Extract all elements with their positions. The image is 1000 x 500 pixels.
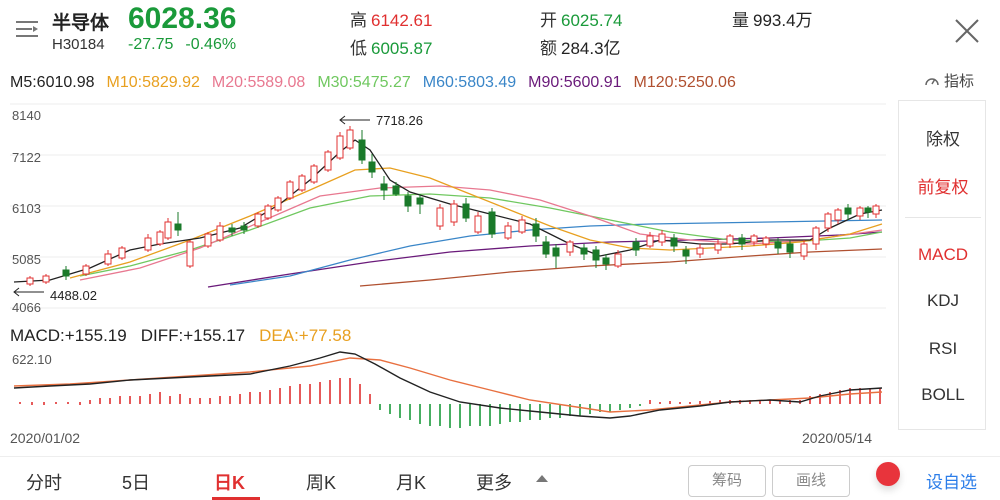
- ma30-label: M30:5475.27: [317, 74, 411, 91]
- low-stat: 低 6005.87: [350, 34, 432, 59]
- option-boll[interactable]: BOLL: [921, 385, 965, 404]
- min-price-label: 4488.02: [50, 288, 97, 303]
- close-icon[interactable]: [952, 16, 982, 46]
- y-tick-2: 7122: [12, 150, 41, 165]
- high-label: 高: [350, 11, 367, 30]
- ma60-label: M60:5803.49: [422, 74, 517, 91]
- tab-monthly-k[interactable]: 月K: [396, 473, 427, 493]
- macd-top-label: 622.10: [12, 352, 52, 367]
- y-tick-5: 4066: [12, 300, 41, 315]
- kline-grid: [10, 103, 886, 309]
- max-annotation: 7718.26: [339, 113, 423, 128]
- ma120-line: [359, 248, 883, 287]
- caret-up-icon[interactable]: [536, 475, 548, 482]
- chip-distribution-button[interactable]: 筹码: [688, 465, 766, 497]
- macd-histogram: [19, 378, 881, 428]
- macd-value: MACD:+155.19: [10, 326, 127, 345]
- open-stat: 开 6025.74: [540, 6, 622, 31]
- ma90-label: M90:5600.91: [528, 74, 622, 91]
- quote-header: 半导体 H30184 6028.36 -27.75 -0.46% 高 6142.61…: [0, 0, 1000, 62]
- ma60-line: [229, 219, 883, 286]
- draw-line-button[interactable]: 画线: [772, 465, 850, 497]
- add-favorite-button[interactable]: 设自选: [926, 473, 977, 492]
- gauge-icon: [925, 77, 939, 85]
- low-value: 6005.87: [371, 39, 433, 58]
- amount-value: 284.3亿: [561, 39, 621, 58]
- change-percent: -0.46%: [185, 36, 237, 53]
- ma10-line: [69, 167, 883, 279]
- volume-label: 量: [732, 11, 749, 30]
- option-kdj[interactable]: KDJ: [926, 291, 960, 310]
- indicator-button[interactable]: 指标: [924, 70, 974, 91]
- option-macd[interactable]: MACD: [917, 245, 969, 264]
- high-stat: 高 6142.61: [350, 6, 432, 31]
- tab-more[interactable]: 更多: [476, 473, 512, 493]
- indicator-label: 指标: [943, 73, 974, 90]
- amount-stat: 额 284.3亿: [540, 34, 621, 59]
- ma120-label: M120:5250.06: [633, 74, 736, 91]
- ma5-label: M5:6010.98: [10, 74, 95, 91]
- stock-name: 半导体: [52, 13, 110, 34]
- tab-intraday[interactable]: 分时: [26, 473, 62, 493]
- change-value: -27.75: [128, 36, 174, 53]
- end-date: 2020/05/14: [802, 430, 873, 446]
- ma10-label: M10:5829.92: [106, 74, 200, 91]
- max-price-label: 7718.26: [376, 113, 423, 128]
- y-tick-3: 6103: [12, 201, 41, 216]
- option-no-adjust[interactable]: 除权: [926, 130, 960, 149]
- min-annotation: 4488.02: [13, 287, 97, 303]
- diff-line: [13, 351, 883, 419]
- ma20-line: [79, 185, 883, 281]
- panel-divider: [905, 217, 981, 218]
- open-label: 开: [540, 11, 557, 30]
- stock-code: H30184: [52, 36, 105, 53]
- high-value: 6142.61: [371, 11, 433, 30]
- price-change: -27.75 -0.46%: [128, 36, 248, 54]
- period-tabs: 分时 5日 日K 周K 月K 更多 筹码 画线: [0, 456, 1000, 500]
- ma-legend: M5:6010.98 M10:5829.92 M20:5589.08 M30:5475…: [10, 74, 748, 92]
- candles: [26, 126, 880, 286]
- amount-label: 额: [540, 39, 557, 58]
- active-tab-indicator: [212, 497, 260, 500]
- start-date: 2020/01/02: [10, 430, 81, 446]
- tab-weekly-k[interactable]: 周K: [306, 473, 337, 493]
- dea-value: DEA:+77.58: [259, 326, 352, 345]
- last-price: 6028.36: [128, 2, 237, 35]
- dea-line: [13, 357, 883, 413]
- tab-5day[interactable]: 5日: [122, 473, 151, 493]
- macd-chart[interactable]: 622.10: [10, 348, 886, 428]
- diff-value: DIFF:+155.17: [140, 326, 246, 345]
- menu-icon[interactable]: [14, 18, 40, 40]
- open-value: 6025.74: [561, 11, 623, 30]
- y-tick-1: 8140: [12, 108, 41, 123]
- ma20-label: M20:5589.08: [211, 74, 306, 91]
- macd-legend: MACD:+155.19 DIFF:+155.17 DEA:+77.58: [10, 326, 365, 346]
- volume-stat: 量 993.4万: [732, 6, 813, 31]
- volume-value: 993.4万: [753, 11, 813, 30]
- y-tick-4: 5085: [12, 252, 41, 267]
- record-dot-icon[interactable]: [876, 462, 900, 486]
- adjust-indicator-panel: 除权 前复权 MACD KDJ RSI BOLL: [898, 100, 986, 430]
- ma5-line: [13, 139, 883, 283]
- tab-daily-k[interactable]: 日K: [214, 473, 245, 493]
- option-forward-adjust[interactable]: 前复权: [917, 178, 969, 197]
- low-label: 低: [350, 39, 367, 58]
- kline-chart[interactable]: 8140 7122 6103 5085 4066: [10, 100, 886, 318]
- option-rsi[interactable]: RSI: [928, 339, 958, 358]
